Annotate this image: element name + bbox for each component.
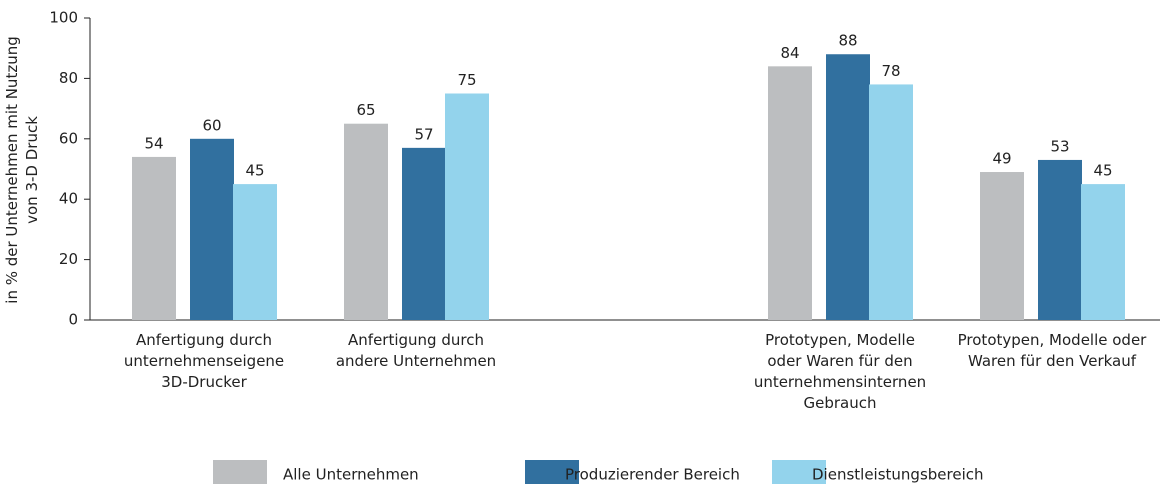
bar	[132, 156, 176, 320]
y-tick-label: 20	[59, 250, 78, 268]
x-tick-label: Anfertigung durch andere Unternehmen	[336, 331, 496, 370]
y-tick-label: 0	[68, 311, 78, 329]
y-axis-label: in % der Unternehmen mit Nutzung von 3-D …	[3, 36, 41, 303]
y-tick-label: 60	[59, 129, 78, 147]
bar	[980, 172, 1024, 320]
value-label: 57	[414, 125, 433, 143]
bar	[768, 66, 812, 320]
value-label: 45	[245, 162, 264, 180]
value-label: 75	[457, 71, 476, 89]
bar	[1038, 159, 1082, 320]
value-label: 88	[838, 32, 857, 50]
value-label: 84	[780, 44, 799, 62]
legend-label: Alle Unternehmen	[283, 466, 419, 484]
value-label: 45	[1093, 162, 1112, 180]
value-label: 60	[202, 116, 221, 134]
legend-swatch	[525, 460, 579, 484]
bar	[190, 138, 234, 320]
x-tick-label: Prototypen, Modelle oder Waren für den Ve…	[958, 331, 1148, 370]
value-label: 54	[144, 134, 163, 152]
bar	[1081, 184, 1125, 320]
bar	[826, 54, 870, 321]
x-tick-label: Anfertigung durch unternehmenseigene 3D-Dr…	[124, 331, 284, 391]
bar	[344, 123, 388, 320]
legend-swatch	[772, 460, 826, 484]
value-label: 53	[1050, 137, 1069, 155]
value-label: 78	[881, 62, 900, 80]
y-tick-label: 100	[49, 9, 78, 27]
x-tick-label: Prototypen, Modelle oder Waren für den unt…	[754, 331, 926, 412]
y-tick-label: 80	[59, 69, 78, 87]
legend-label: Dienstleistungsbereich	[812, 466, 984, 484]
legend-label: Produzierender Bereich	[565, 466, 740, 484]
bar	[869, 84, 913, 320]
bar	[445, 93, 489, 320]
y-tick-label: 40	[59, 190, 78, 208]
value-label: 65	[356, 101, 375, 119]
value-label: 49	[992, 150, 1011, 168]
bar	[402, 147, 446, 320]
bar	[233, 184, 277, 320]
legend-swatch	[213, 460, 267, 484]
